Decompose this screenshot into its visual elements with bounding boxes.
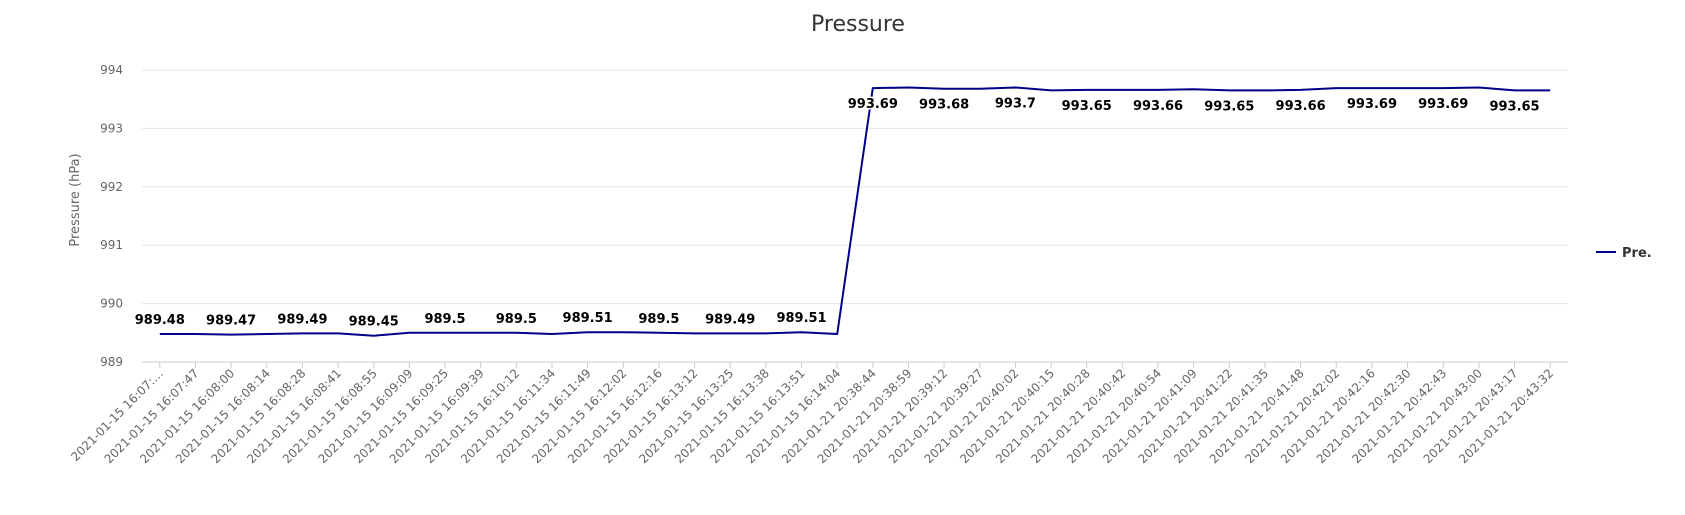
- y-tick-label-992: 992: [100, 180, 123, 194]
- data-label: 993.65: [1489, 99, 1539, 114]
- grid-lines: [142, 69, 1568, 363]
- data-label: 993.65: [1062, 99, 1112, 114]
- data-labels: 989.48 989.47 989.49 989.45 989.5 989.5 989.51…: [133, 95, 1541, 331]
- legend[interactable]: Pre.: [1596, 246, 1652, 261]
- data-label: 989.51: [776, 311, 826, 326]
- data-label: 993.68: [919, 98, 969, 113]
- data-label: 989.45: [349, 315, 399, 330]
- data-label: 989.48: [135, 313, 185, 328]
- data-label: 989.5: [424, 312, 465, 327]
- data-label: 989.49: [277, 312, 327, 327]
- data-label: 993.69: [848, 97, 898, 112]
- data-label: 989.49: [705, 312, 755, 327]
- data-label: 993.66: [1133, 99, 1183, 114]
- y-axis-title: Pressure (hPa): [68, 153, 83, 246]
- data-label: 993.65: [1204, 99, 1254, 114]
- data-label: 993.69: [1418, 97, 1468, 112]
- y-tick-label-989: 989: [100, 355, 123, 369]
- data-label: 989.51: [563, 311, 613, 326]
- data-label: 993.69: [1347, 97, 1397, 112]
- data-label: 993.66: [1276, 99, 1326, 114]
- chart-title: Pressure: [811, 12, 905, 37]
- series-layer: [159, 86, 1551, 337]
- y-tick-label-993: 993: [100, 121, 123, 135]
- data-label: 989.5: [638, 312, 679, 327]
- series-line-pre[interactable]: [159, 86, 1551, 337]
- legend-label-pre: Pre.: [1622, 246, 1652, 261]
- x-tick-labels: 2021-01-15 16:07:…2021-01-15 16:07:47202…: [68, 362, 1556, 466]
- data-label: 989.47: [206, 314, 256, 329]
- y-tick-labels: 989 990 991 992 993 994: [100, 63, 123, 369]
- y-tick-label-991: 991: [100, 238, 123, 252]
- data-label: 993.7: [995, 97, 1036, 112]
- y-tick-label-990: 990: [100, 297, 123, 311]
- y-tick-label-994: 994: [100, 63, 123, 77]
- data-label: 989.5: [496, 312, 537, 327]
